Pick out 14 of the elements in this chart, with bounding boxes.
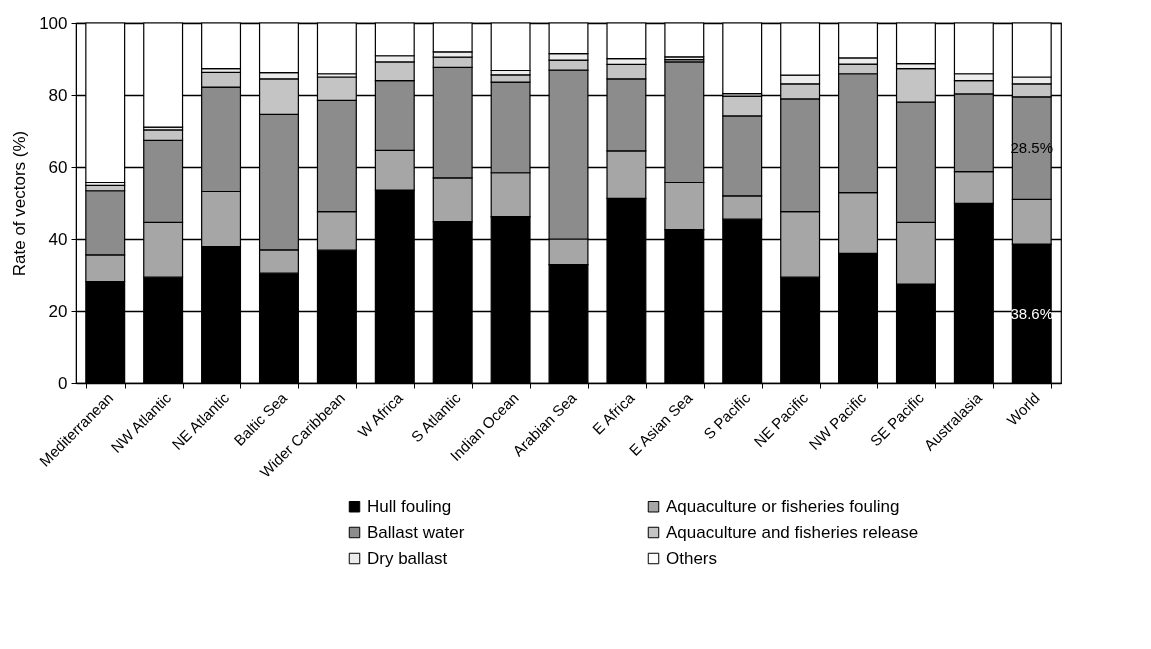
y-axis-title: Rate of vectors (%) <box>10 130 30 277</box>
legend-label: Others <box>666 548 718 568</box>
y-tick-label: 20 <box>48 301 68 321</box>
legend-label: Dry ballast <box>367 548 448 568</box>
legend-label: Aquaculture and fisheries release <box>666 522 919 542</box>
legend-label: Hull fouling <box>367 496 452 516</box>
y-tick-label: 100 <box>39 13 68 33</box>
y-tick-label: 60 <box>48 157 68 177</box>
data-label: 38.6% <box>1010 304 1054 322</box>
y-tick-label: 40 <box>48 229 68 249</box>
legend-label: Aquaculture or fisheries fouling <box>666 496 900 516</box>
y-tick-label: 80 <box>48 85 68 105</box>
y-tick-label: 0 <box>58 373 68 393</box>
legend-label: Ballast water <box>367 522 465 542</box>
